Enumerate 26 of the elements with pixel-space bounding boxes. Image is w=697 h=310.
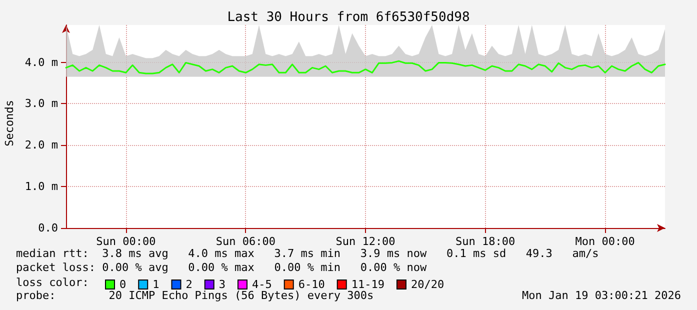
text: median rtt: 3.8 ms avg 4.0 ms max 3.7 ms min 3.9 ms now 0.1 ms sd 49.3 am/s: [16, 247, 599, 260]
y-tick-label: 0.0: [38, 222, 58, 234]
legend-label: 3: [218, 278, 226, 291]
x-tick-label: Sun 06:00: [216, 235, 276, 248]
x-tick-label: Sun 12:00: [336, 235, 396, 248]
legend-label: 4-5: [252, 278, 272, 291]
legend-label: 6-10: [298, 278, 325, 291]
text: probe: 20 ICMP Echo Pings (56 Bytes) every 300s: [16, 289, 374, 302]
legend-title: loss color:: [16, 276, 89, 289]
legend-label: 0: [120, 278, 126, 291]
y-tick-label: 1.0 m: [24, 180, 58, 194]
y-axis-title: Seconds: [3, 100, 16, 146]
y-tick-label: 2.0 m: [24, 138, 58, 152]
chart-title: Last 30 Hours from 6f6530f50d98: [227, 10, 470, 25]
x-tick-label: Sun 18:00: [455, 235, 516, 248]
legend-label: 20/20: [410, 278, 444, 291]
x-tick-label: Sun 00:00: [96, 235, 156, 248]
text: packet loss: 0.00 % avg 0.00 % max 0.00 % min 0.00 % now: [16, 261, 427, 274]
legend-label: 1: [152, 278, 160, 291]
legend-label: 2: [186, 278, 192, 291]
y-tick-label: 3.0 m: [24, 97, 58, 110]
text: Mon Jan 19 03:00:21 2026: [522, 289, 682, 302]
y-tick-label: 4.0 m: [24, 56, 58, 69]
line-series: [65, 60, 666, 74]
x-tick-label: Mon 00:00: [575, 235, 635, 248]
legend-label: 11-19: [351, 278, 384, 291]
